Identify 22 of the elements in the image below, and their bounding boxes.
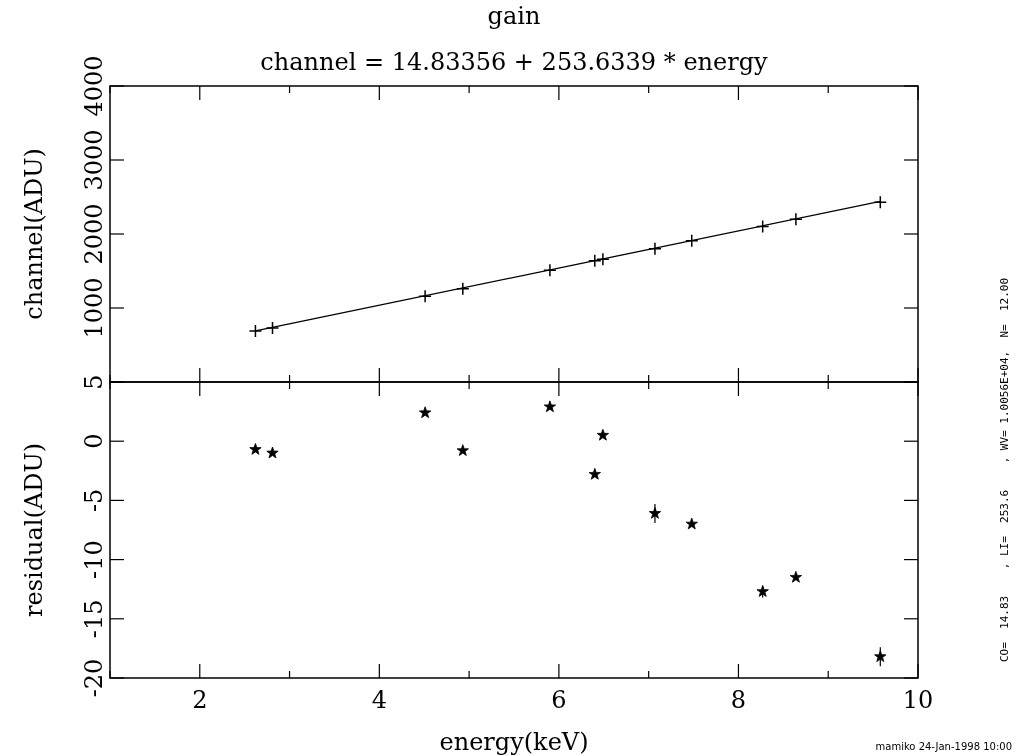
y-tick-label: -20 [80, 658, 108, 698]
x-axis-title: energy(keV) [439, 728, 589, 756]
x-tick-label: 8 [730, 686, 747, 714]
chart-title: gain [487, 2, 541, 30]
y-tick-label: 2000 [80, 203, 108, 265]
text: mamiko 24-Jan-1998 10:00 [875, 741, 1012, 752]
y-tick-label: -5 [80, 488, 108, 513]
y-tick-label: 4000 [80, 55, 108, 117]
y-tick-label: 1000 [80, 277, 108, 339]
x-tick-label: 6 [551, 686, 567, 714]
x-tick-label: 4 [371, 686, 387, 714]
y-tick-label: 0 [80, 433, 108, 449]
y-axis-title: residual(ADU) [20, 443, 48, 617]
y-tick-label: -10 [80, 540, 108, 579]
y-axis-title: channel(ADU) [20, 148, 48, 320]
y-tick-label: -15 [80, 599, 108, 639]
y-tick-label: 5 [80, 374, 108, 390]
x-tick-label: 2 [192, 686, 208, 714]
text: CO= 14.83 , LI= 253.6 , WV= 1.0056E+04, N= 12.00 [998, 277, 1011, 663]
chart-subtitle: channel = 14.83356 + 253.6339 * energy [260, 48, 769, 76]
y-tick-label: 3000 [80, 129, 108, 191]
x-tick-label: 10 [902, 686, 934, 714]
